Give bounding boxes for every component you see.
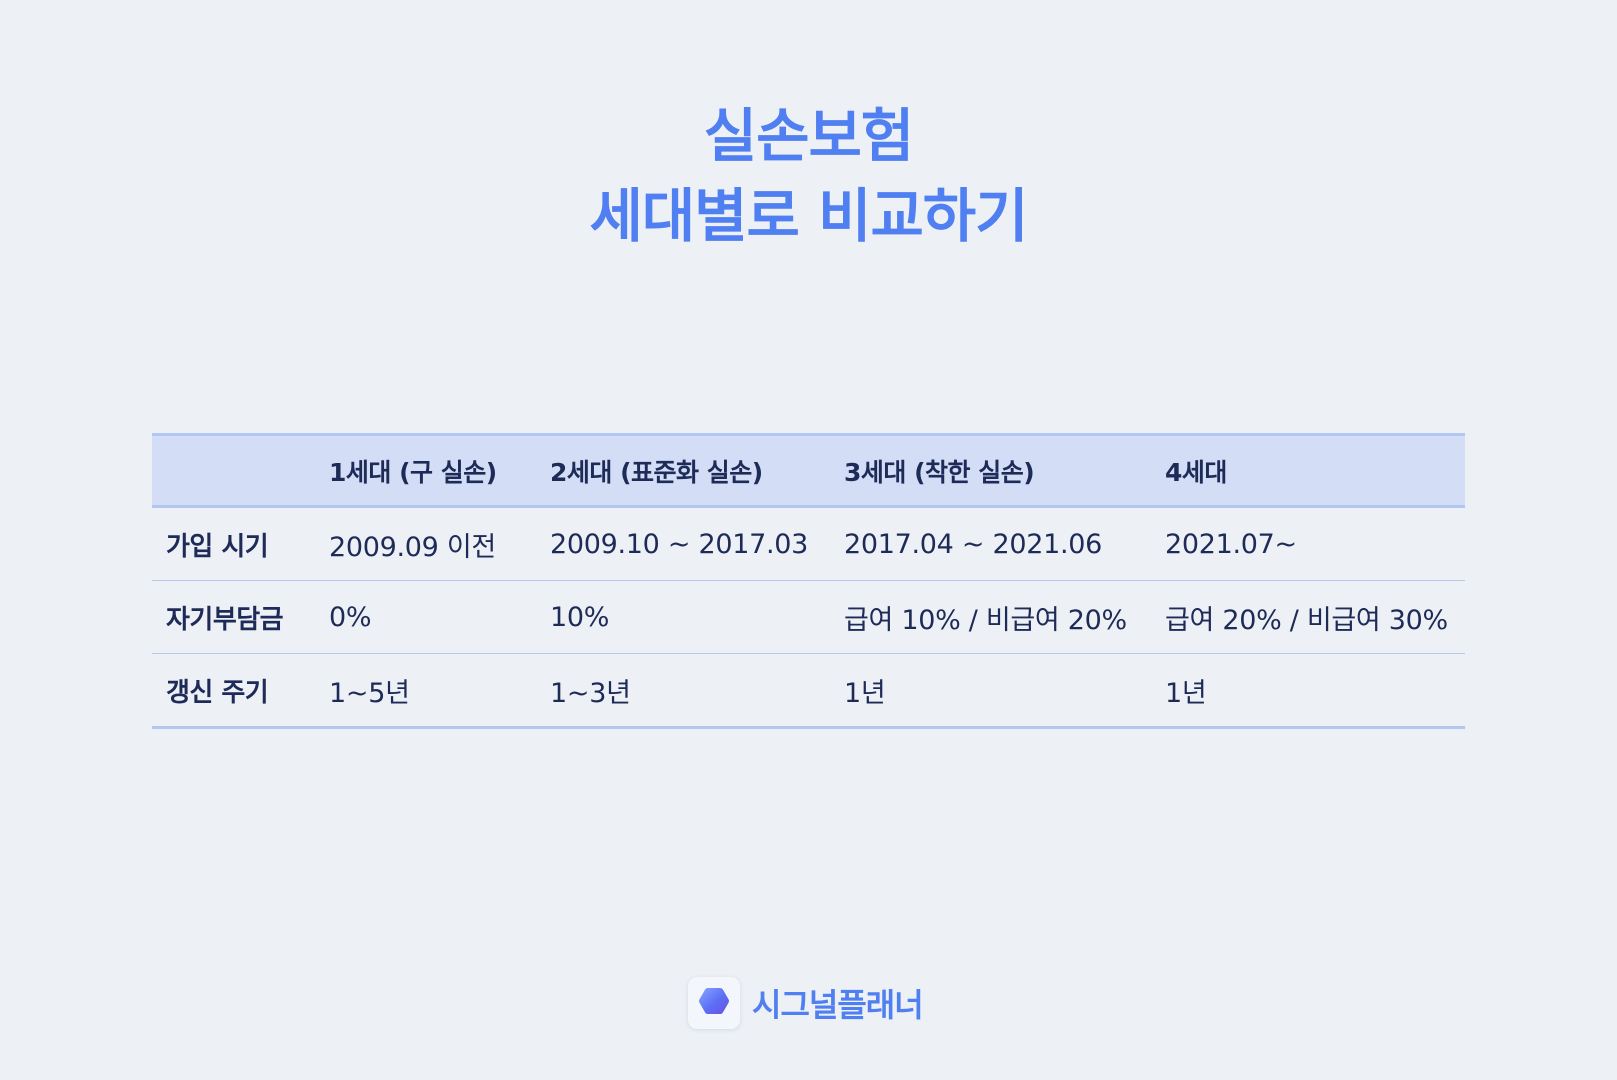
brand-logo — [688, 977, 740, 1029]
table-cell: 급여 20% / 비급여 30% — [1151, 580, 1465, 654]
table-cell: 급여 10% / 비급여 20% — [830, 580, 1151, 654]
title-line-1: 실손보험 — [703, 102, 914, 170]
table-row: 갱신 주기 1~5년 1~3년 1년 1년 — [152, 653, 1465, 729]
row-label: 갱신 주기 — [152, 653, 315, 729]
table-cell: 2017.04 ~ 2021.06 — [830, 506, 1151, 581]
header-gen-1: 1세대 (구 실손) — [315, 433, 536, 508]
table-cell: 1년 — [1151, 653, 1465, 729]
table-cell: 2009.10 ~ 2017.03 — [536, 506, 830, 581]
row-label: 자기부담금 — [152, 580, 315, 654]
table-row: 가입 시기 2009.09 이전 2009.10 ~ 2017.03 2017.… — [152, 506, 1465, 581]
table-cell: 1년 — [830, 653, 1151, 729]
header-empty — [152, 433, 315, 508]
table-cell: 1~5년 — [315, 653, 536, 729]
table-header-row: 1세대 (구 실손) 2세대 (표준화 실손) 3세대 (착한 실손) 4세대 — [152, 433, 1465, 508]
header-gen-4: 4세대 — [1151, 433, 1465, 508]
header-gen-3: 3세대 (착한 실손) — [830, 433, 1151, 508]
table-cell: 1~3년 — [536, 653, 830, 729]
brand-footer: 시그널플래너 — [688, 977, 924, 1029]
title-line-2: 세대별로 비교하기 — [589, 182, 1028, 250]
row-label: 가입 시기 — [152, 506, 315, 581]
table-cell: 0% — [315, 580, 536, 654]
comparison-table: 1세대 (구 실손) 2세대 (표준화 실손) 3세대 (착한 실손) 4세대 … — [152, 433, 1465, 729]
header-gen-2: 2세대 (표준화 실손) — [536, 433, 830, 508]
page-title: 실손보험 세대별로 비교하기 — [0, 96, 1617, 256]
table-cell: 10% — [536, 580, 830, 654]
table-row: 자기부담금 0% 10% 급여 10% / 비급여 20% 급여 20% / 비… — [152, 580, 1465, 654]
table-cell: 2021.07~ — [1151, 506, 1465, 581]
brand-name: 시그널플래너 — [752, 986, 924, 1024]
table-cell: 2009.09 이전 — [315, 506, 536, 581]
hexagon-logo-icon — [698, 985, 730, 1021]
